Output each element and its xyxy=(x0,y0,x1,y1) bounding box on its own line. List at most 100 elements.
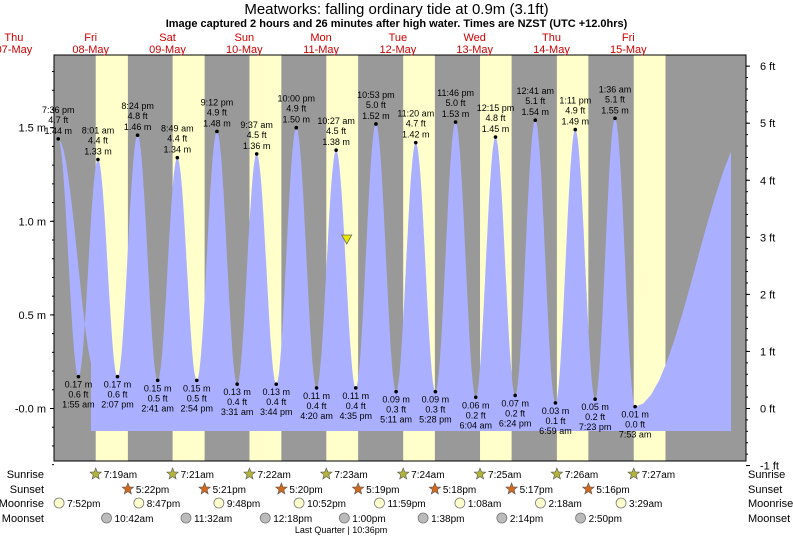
high-tide-feet: 4.4 ft xyxy=(167,134,188,144)
day-of-week-label: Tue xyxy=(389,32,408,44)
date-label: 11-May xyxy=(303,44,339,56)
sunset-time: 5:21pm xyxy=(213,485,246,496)
day-of-week-label: Sat xyxy=(159,32,176,44)
sunrise-time: 7:26am xyxy=(565,470,598,481)
high-tide-feet: 5.0 ft xyxy=(366,100,387,110)
extremum-dot xyxy=(374,122,378,126)
moonset-row-label-left: Moonset xyxy=(2,513,44,525)
high-tide-metres: 1.45 m xyxy=(482,124,510,134)
low-tide-metres: 0.11 m xyxy=(342,391,369,401)
moonset-time: 2:50pm xyxy=(589,514,622,525)
sunrise-star-icon xyxy=(89,467,103,480)
high-tide-metres: 1.52 m xyxy=(362,111,390,121)
sunrise-star-icon xyxy=(627,467,641,480)
extremum-dot xyxy=(573,127,578,132)
high-tide-metres: 1.34 m xyxy=(164,145,192,155)
high-tide-feet: 4.4 ft xyxy=(88,136,109,146)
moonrise-time: 1:08am xyxy=(468,499,501,510)
sunrise-row-label-left: Sunrise xyxy=(7,469,44,481)
high-tide-feet: 5.1 ft xyxy=(605,94,626,104)
low-tide-time: 6:24 pm xyxy=(499,418,532,428)
sunrise-time: 7:22am xyxy=(257,470,290,481)
moonset-time: 2:14pm xyxy=(510,514,543,525)
low-tide-feet: 0.4 ft xyxy=(266,397,287,407)
y-tick-label-right: 6 ft xyxy=(760,61,775,73)
moonset-moon-icon xyxy=(259,512,271,524)
sunrise-time: 7:23am xyxy=(334,470,367,481)
low-tide-feet: 0.5 ft xyxy=(148,393,169,403)
sunset-star-icon xyxy=(428,482,442,495)
low-tide-time: 2:54 pm xyxy=(181,403,214,413)
sunset-time: 5:17pm xyxy=(520,485,553,496)
moonrise-time: 3:29am xyxy=(629,499,662,510)
moonset-moon-icon xyxy=(496,512,508,524)
high-tide-time: 8:49 am xyxy=(161,124,194,134)
low-tide-time: 2:41 am xyxy=(141,403,174,413)
low-tide-metres: 0.06 m xyxy=(462,400,490,410)
low-tide-metres: 0.13 m xyxy=(223,387,251,397)
low-tide-time: 3:44 pm xyxy=(260,407,293,417)
high-tide-time: 1:11 pm xyxy=(559,96,591,106)
extremum-dot xyxy=(56,137,61,141)
high-tide-feet: 5.1 ft xyxy=(525,96,546,106)
moonrise-moon-icon xyxy=(535,497,546,509)
high-tide-feet: 4.7 ft xyxy=(406,119,427,129)
high-tide-feet: 4.8 ft xyxy=(128,111,149,121)
low-tide-time: 2:07 pm xyxy=(101,400,134,410)
date-label: 12-May xyxy=(380,44,417,56)
extremum-dot xyxy=(433,389,438,394)
high-tide-time: 12:15 pm xyxy=(477,103,515,113)
high-tide-metres: 1.42 m xyxy=(402,130,430,140)
sunset-star-icon xyxy=(198,482,212,495)
moonrise-moon-icon xyxy=(454,497,466,509)
extremum-dot xyxy=(533,118,538,123)
date-label: 07-May xyxy=(0,44,33,56)
high-tide-time: 12:41 am xyxy=(517,86,555,96)
low-tide-metres: 0.15 m xyxy=(144,383,172,393)
moonrise-moon-icon xyxy=(293,497,305,509)
low-tide-feet: 0.4 ft xyxy=(307,401,328,411)
extremum-dot xyxy=(513,393,517,398)
chart-title: Meatworks: falling ordinary tide at 0.9m… xyxy=(244,1,548,18)
high-tide-feet: 5.0 ft xyxy=(446,98,467,108)
moonset-moon-icon xyxy=(180,512,192,524)
extremum-dot xyxy=(394,389,398,394)
low-tide-metres: 0.09 m xyxy=(422,395,450,405)
sunrise-time: 7:25am xyxy=(488,470,521,481)
sunrise-star-icon xyxy=(166,467,180,480)
moonset-moon-icon xyxy=(417,512,429,524)
high-tide-time: 8:24 pm xyxy=(121,101,154,111)
moonset-row-label-right: Moonset xyxy=(748,513,790,525)
sunset-time: 5:18pm xyxy=(443,485,476,496)
sunset-star-icon xyxy=(274,482,288,495)
high-tide-metres: 1.36 m xyxy=(243,141,271,151)
y-tick-label-left: 0.5 m xyxy=(18,310,46,322)
sunset-star-icon xyxy=(505,482,519,495)
moonset-moon-icon xyxy=(575,512,586,524)
low-tide-feet: 0.5 ft xyxy=(187,393,208,403)
sunrise-star-icon xyxy=(319,467,333,480)
day-of-week-label: Sun xyxy=(235,32,255,44)
date-label: 14-May xyxy=(533,44,570,56)
high-tide-feet: 4.7 ft xyxy=(48,115,69,125)
day-of-week-label: Fri xyxy=(622,32,635,44)
y-tick-label-left: 1.5 m xyxy=(18,123,46,135)
high-tide-feet: 4.9 ft xyxy=(207,107,228,117)
y-tick-label-right: -1 ft xyxy=(760,461,779,473)
tide-area xyxy=(58,118,731,432)
moonrise-moon-icon xyxy=(53,497,65,509)
sunset-time: 5:19pm xyxy=(366,485,399,496)
high-tide-metres: 1.54 m xyxy=(522,107,550,117)
moonrise-time: 9:48pm xyxy=(227,499,260,510)
sunrise-time: 7:19am xyxy=(104,470,137,481)
plot-frame xyxy=(53,54,747,462)
moonset-moon-icon xyxy=(338,512,350,524)
sunset-star-icon xyxy=(121,482,135,495)
date-label: 13-May xyxy=(456,44,493,56)
low-tide-metres: 0.13 m xyxy=(262,387,290,397)
high-tide-time: 10:27 am xyxy=(317,116,355,126)
moonrise-row-label-right: Moonrise xyxy=(748,498,793,510)
low-tide-time: 4:20 am xyxy=(300,411,333,421)
moonrise-moon-icon xyxy=(615,497,627,509)
